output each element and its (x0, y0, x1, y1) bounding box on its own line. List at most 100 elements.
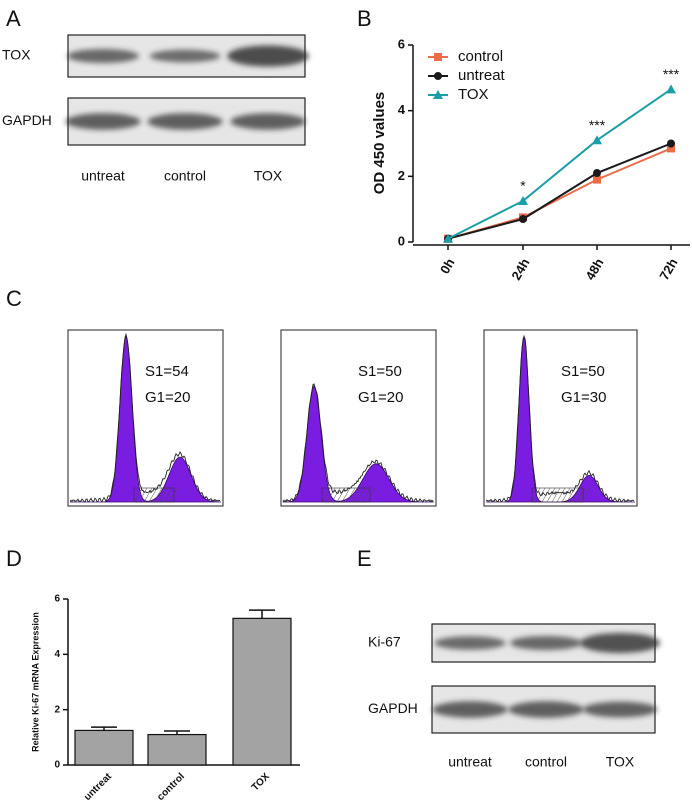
band (580, 633, 660, 653)
significance: * (520, 178, 526, 194)
x-tick-label: untreat (82, 771, 114, 803)
lane-label: control (525, 754, 567, 770)
point (518, 195, 528, 205)
flow-s1: S1=54 (145, 363, 189, 380)
hatch (356, 487, 366, 503)
point (519, 215, 527, 224)
band (434, 636, 506, 650)
hatch (321, 487, 331, 503)
y-axis-label: OD 450 values (371, 92, 388, 195)
y-axis-label: Relative Ki-67 mRNA Expression (30, 612, 40, 752)
flow-g1: G1=20 (358, 389, 403, 406)
lane-label: untreat (81, 168, 125, 184)
band (227, 45, 309, 67)
y-tick-label: 0 (54, 760, 60, 771)
series-line (447, 88, 672, 240)
band (67, 49, 139, 63)
flow-outline (282, 383, 434, 503)
hatch (531, 487, 541, 503)
blot-row-label: GAPDH (368, 700, 418, 716)
hatch (153, 487, 163, 503)
flow-s-phase (531, 487, 584, 503)
bar (232, 617, 292, 766)
blot-row-label: Ki-67 (368, 634, 401, 650)
panel-label: C (6, 286, 22, 311)
x-tick-label: control (155, 771, 187, 803)
point (443, 233, 453, 243)
y-tick-label: 0 (398, 233, 405, 248)
hatch (143, 487, 153, 503)
hatch (576, 487, 586, 503)
y-tick-label: 4 (398, 102, 406, 117)
x-tick-label: TOX (250, 771, 272, 793)
x-tick-label: 24h (508, 256, 532, 283)
legend-marker (434, 72, 442, 80)
series-line (447, 142, 672, 240)
hatch (346, 487, 356, 503)
y-tick-label: 4 (54, 649, 60, 660)
flow-g1: G1=20 (145, 389, 190, 406)
flow-outline (485, 337, 635, 503)
legend-marker (434, 53, 442, 61)
hatch (148, 487, 158, 503)
point (667, 144, 675, 153)
legend-marker (433, 90, 443, 99)
series-line (447, 147, 672, 240)
hatch (561, 487, 571, 503)
panel-label: E (357, 546, 372, 571)
y-tick-label: 6 (54, 594, 60, 605)
legend-label: TOX (458, 86, 489, 103)
band (147, 113, 223, 130)
significance: *** (589, 117, 606, 133)
hatch (556, 487, 566, 503)
hatch (581, 487, 591, 503)
significance: *** (663, 66, 680, 82)
flow-s1: S1=50 (358, 363, 402, 380)
flow-box (67, 329, 224, 507)
point (593, 169, 601, 178)
hatch (546, 487, 556, 503)
point (666, 84, 676, 94)
x-tick-label: 48h (582, 256, 606, 283)
lane-label: untreat (448, 754, 492, 770)
hatch (361, 487, 371, 503)
band (230, 113, 306, 130)
hatch (138, 487, 148, 503)
flow-s-phase (321, 487, 371, 503)
panel-label: B (357, 6, 372, 31)
hatch (326, 487, 336, 503)
hatch (571, 487, 581, 503)
flow-s1: S1=50 (561, 363, 605, 380)
blot-row-label: TOX (2, 47, 31, 63)
band (510, 636, 582, 650)
hatch (351, 487, 361, 503)
band (149, 49, 221, 63)
y-tick-label: 2 (54, 704, 60, 715)
bar (147, 733, 207, 766)
x-tick-label: 0h (437, 256, 458, 277)
band (65, 113, 141, 130)
legend-label: control (458, 48, 503, 65)
y-tick-label: 6 (398, 36, 405, 51)
point (592, 135, 602, 145)
hatch (168, 487, 178, 503)
flow-outline (69, 332, 221, 503)
hatch (551, 487, 561, 503)
band (432, 701, 508, 718)
bar (74, 729, 134, 766)
lane-label: TOX (254, 168, 283, 184)
blot-row-label: GAPDH (2, 112, 52, 128)
panel-label: A (6, 6, 21, 31)
hatch (133, 487, 143, 503)
point (667, 139, 675, 148)
lane-label: control (164, 168, 206, 184)
lane-label: TOX (606, 754, 635, 770)
hatch (158, 487, 168, 503)
hatch (163, 487, 173, 503)
flow-g1: G1=30 (561, 389, 606, 406)
y-tick-label: 2 (398, 168, 405, 183)
hatch (341, 487, 351, 503)
x-tick-label: 72h (656, 256, 680, 283)
hatch (366, 487, 376, 503)
